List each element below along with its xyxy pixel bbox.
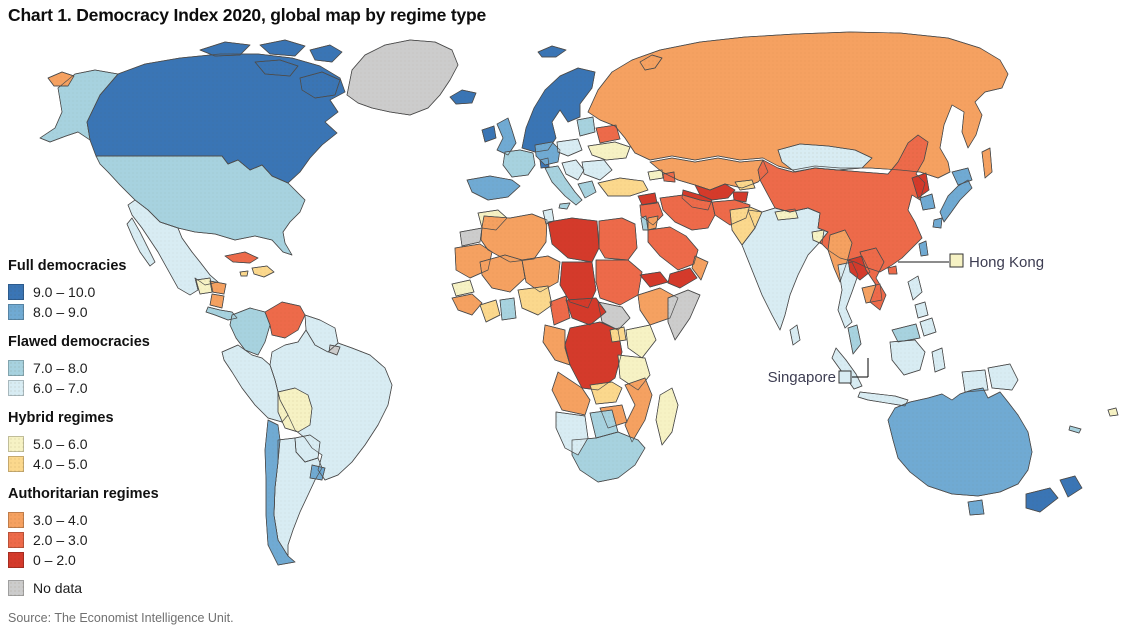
legend-item: 4.0 – 5.0 (8, 454, 198, 474)
legend-item: 2.0 – 3.0 (8, 530, 198, 550)
legend-swatch (8, 436, 24, 452)
legend-item-label: 8.0 – 9.0 (33, 304, 88, 320)
legend-item: 0 – 2.0 (8, 550, 198, 570)
legend-item-label: 3.0 – 4.0 (33, 512, 88, 528)
legend-item-label: 0 – 2.0 (33, 552, 76, 568)
legend-item-label: 7.0 – 8.0 (33, 360, 88, 376)
hong-kong-label: Hong Kong (969, 254, 1044, 271)
legend-item-label: 4.0 – 5.0 (33, 456, 88, 472)
legend-swatch (8, 304, 24, 320)
legend-item-label: 6.0 – 7.0 (33, 380, 88, 396)
legend-group-title: Flawed democracies (8, 334, 150, 350)
legend-item: 5.0 – 6.0 (8, 434, 198, 454)
hong-kong-marker (949, 253, 964, 268)
legend-item: 9.0 – 10.0 (8, 282, 198, 302)
legend-swatch (8, 284, 24, 300)
legend-swatch (8, 532, 24, 548)
legend-item: 8.0 – 9.0 (8, 302, 198, 322)
singapore-label: Singapore (768, 369, 836, 386)
source-note: Source: The Economist Intelligence Unit. (8, 611, 234, 625)
legend-item-label: No data (33, 580, 83, 596)
legend-item-label: 2.0 – 3.0 (33, 532, 88, 548)
legend-item: 7.0 – 8.0 (8, 358, 198, 378)
legend-swatch (8, 456, 24, 472)
legend-swatch (8, 360, 24, 376)
map-legend: Full democracies 9.0 – 10.0 8.0 – 9.0 Fl… (8, 258, 198, 598)
legend-swatch (8, 512, 24, 528)
legend-item: 6.0 – 7.0 (8, 378, 198, 398)
chart-title: Chart 1. Democracy Index 2020, global ma… (8, 5, 487, 25)
legend-item-no-data: No data (8, 578, 198, 598)
legend-swatch (8, 552, 24, 568)
legend-group-title: Hybrid regimes (8, 410, 114, 426)
singapore-marker (838, 370, 852, 384)
legend-item-label: 9.0 – 10.0 (33, 284, 96, 300)
legend-item: 3.0 – 4.0 (8, 510, 198, 530)
legend-item-label: 5.0 – 6.0 (33, 436, 88, 452)
legend-group-title: Authoritarian regimes (8, 486, 159, 502)
legend-swatch (8, 380, 24, 396)
legend-group-title: Full democracies (8, 258, 127, 274)
legend-swatch (8, 580, 24, 596)
